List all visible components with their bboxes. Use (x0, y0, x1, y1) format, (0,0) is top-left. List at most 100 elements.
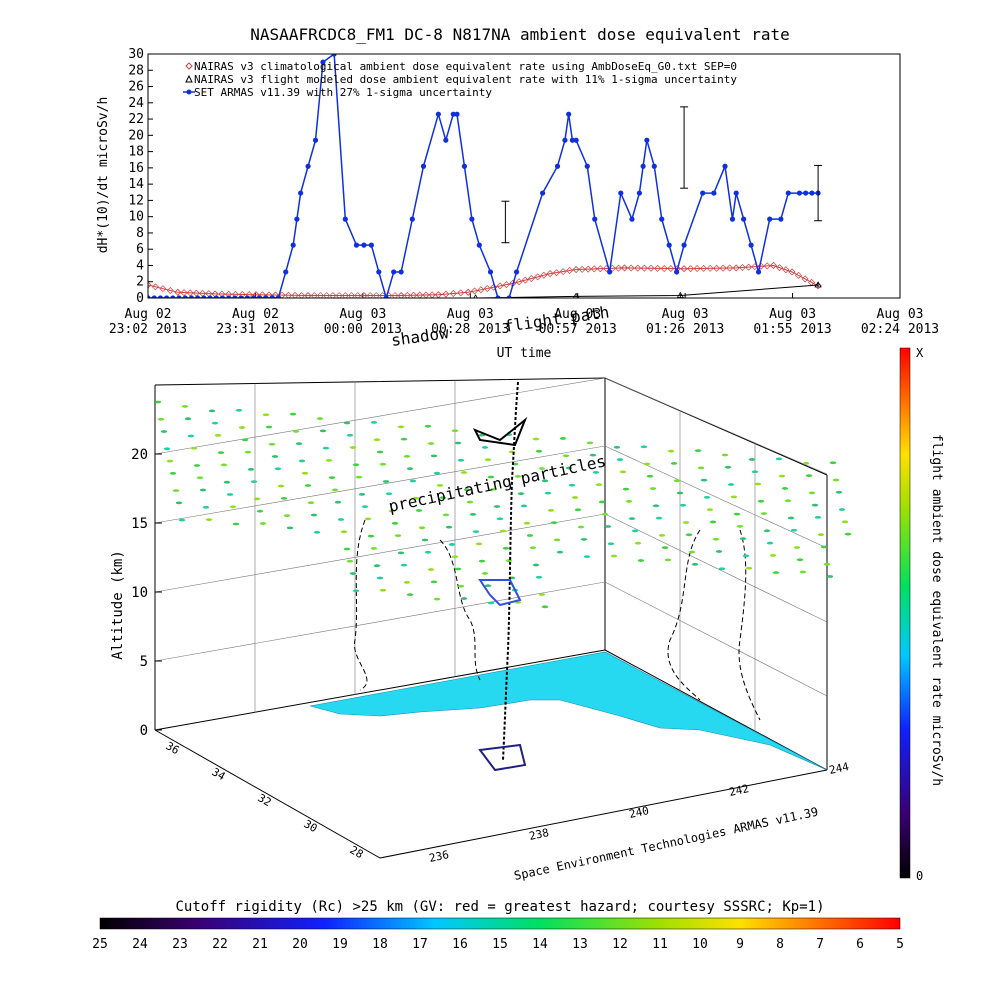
armas-series-point (573, 137, 579, 143)
armas-series-point (450, 111, 456, 117)
particle-mark (232, 522, 240, 526)
x-axis-label: UT time (497, 346, 552, 361)
armas-series-point (755, 269, 762, 275)
particle-mark (796, 558, 804, 562)
particle-mark (778, 474, 786, 478)
armas-series-marker (803, 190, 809, 196)
particle-mark (427, 442, 435, 445)
latitude-tick-label: 30 (302, 817, 320, 835)
particle-mark (457, 458, 465, 462)
rigidity-colorbar-tick: 17 (412, 937, 428, 952)
particle-mark (532, 437, 540, 441)
particle-mark (379, 462, 387, 466)
particle-mark (667, 449, 675, 453)
armas-series-point (674, 269, 680, 275)
wall-grid (154, 377, 828, 732)
climatological-series-point (509, 279, 517, 287)
climatological-series-marker (614, 264, 622, 272)
legend-marker-flight-modeled (185, 74, 193, 83)
armas-series-point (748, 242, 754, 248)
particle-mark (430, 454, 438, 458)
particle-mark (244, 450, 252, 454)
particle-mark (523, 521, 531, 525)
particle-mark (685, 533, 693, 537)
flight-modeled-series-point (572, 292, 580, 298)
rigidity-colorbar-tick: 19 (332, 937, 348, 952)
climatological-series-marker (151, 283, 159, 291)
particle-mark (355, 475, 363, 479)
particle-mark (595, 483, 603, 487)
x-tick-time: 00:28 2013 (431, 322, 509, 337)
armas-series-marker (151, 295, 157, 298)
altitude-tick-label: 15 (131, 516, 148, 532)
particle-mark (343, 421, 351, 425)
climatological-series-marker (559, 268, 567, 276)
particle-mark (301, 471, 309, 475)
particle-mark (313, 530, 321, 534)
particle-mark (400, 437, 408, 441)
particle-mark (325, 458, 333, 462)
longitude-tick-label: 242 (728, 782, 750, 799)
climatological-series-marker (667, 265, 675, 273)
particle-mark (499, 529, 507, 533)
x-tick-date: Aug 02 (125, 307, 172, 322)
x-tick-date: Aug 03 (877, 307, 924, 322)
particle-mark (304, 484, 312, 487)
particle-mark (481, 572, 489, 575)
climatological-series-marker (713, 264, 721, 272)
particle-mark (373, 438, 381, 442)
particle-mark (469, 512, 477, 516)
particle-mark (790, 528, 798, 532)
particle-mark (577, 525, 585, 529)
particle-mark (811, 503, 819, 507)
cutoff-rigidity-surface (309, 651, 828, 771)
particle-mark (379, 588, 387, 592)
particle-mark (322, 446, 330, 450)
armas-series-marker (269, 295, 275, 298)
particle-mark (487, 475, 495, 479)
particle-mark (694, 449, 702, 452)
particle-mark (346, 433, 354, 437)
armas-series-point (368, 242, 374, 248)
particle-mark (352, 589, 360, 593)
particle-mark (751, 470, 759, 474)
climatological-series-marker (640, 264, 648, 272)
particle-mark (406, 467, 414, 471)
particle-mark (598, 500, 606, 504)
particle-mark (814, 516, 822, 519)
particle-mark (484, 584, 492, 588)
armas-series-point (566, 111, 572, 117)
x-tick-time: 00:00 2013 (324, 322, 402, 337)
rigidity-colorbar-tick: 20 (292, 937, 308, 952)
particle-mark (337, 518, 345, 521)
climatological-series-marker (808, 278, 816, 286)
particle-mark (820, 545, 828, 549)
climatological-series-marker (483, 284, 491, 292)
x-tick-date: Aug 03 (339, 307, 386, 322)
y-tick-label: 28 (128, 63, 144, 78)
particle-mark (376, 576, 384, 580)
particle-mark (505, 559, 513, 562)
particle-mark (493, 505, 501, 508)
armas-series-point (722, 163, 728, 169)
particle-mark (736, 524, 744, 528)
particle-mark (724, 465, 732, 469)
particle-mark (295, 442, 303, 446)
particle-mark (424, 550, 432, 554)
particle-mark (436, 483, 444, 487)
particle-mark (247, 467, 255, 471)
dose-colorbar-title: flight ambient dose equivalent rate micr… (929, 434, 944, 786)
armas-series-point (476, 242, 482, 248)
particle-mark (466, 500, 474, 504)
rigidity-colorbar-tick: 25 (92, 937, 108, 952)
particle-mark (676, 491, 684, 495)
flight-path-trace (502, 381, 519, 761)
climatological-series-marker (298, 291, 306, 298)
climatological-series-marker (449, 290, 457, 298)
rigidity-colorbar-tick: 23 (172, 937, 188, 952)
particle-mark (277, 484, 285, 488)
armas-series-point (435, 111, 441, 117)
climatological-series-marker (706, 264, 714, 272)
climatological-series-marker (647, 264, 655, 272)
armas-series-point (618, 190, 624, 196)
